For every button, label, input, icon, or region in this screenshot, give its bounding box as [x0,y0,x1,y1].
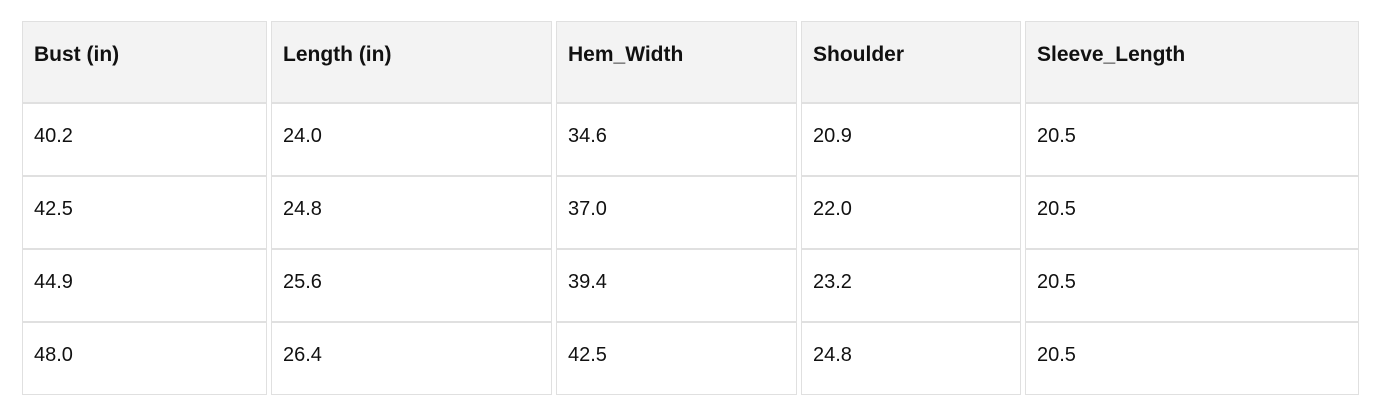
table-row: 40.2 24.0 34.6 20.9 20.5 [22,103,1359,176]
table-cell: 42.5 [22,176,267,249]
table-cell: 20.5 [1025,176,1359,249]
table-cell: 39.4 [556,249,797,322]
table-cell: 22.0 [801,176,1021,249]
table-row: 44.9 25.6 39.4 23.2 20.5 [22,249,1359,322]
table-cell: 44.9 [22,249,267,322]
table-row: 42.5 24.8 37.0 22.0 20.5 [22,176,1359,249]
table-cell: 26.4 [271,322,552,395]
header-row: Bust (in) Length (in) Hem_Width Shoulder… [22,21,1359,103]
table-cell: 24.0 [271,103,552,176]
table-cell: 40.2 [22,103,267,176]
column-header-shoulder: Shoulder [801,21,1021,103]
measurement-table: Bust (in) Length (in) Hem_Width Shoulder… [18,21,1363,395]
table-cell: 23.2 [801,249,1021,322]
column-header-bust: Bust (in) [22,21,267,103]
table-cell: 20.5 [1025,322,1359,395]
table-cell: 25.6 [271,249,552,322]
column-header-length: Length (in) [271,21,552,103]
table-row: 48.0 26.4 42.5 24.8 20.5 [22,322,1359,395]
table-cell: 24.8 [801,322,1021,395]
table-cell: 20.9 [801,103,1021,176]
table-cell: 34.6 [556,103,797,176]
table-cell: 48.0 [22,322,267,395]
table-cell: 20.5 [1025,249,1359,322]
table-cell: 20.5 [1025,103,1359,176]
column-header-hem-width: Hem_Width [556,21,797,103]
table-cell: 24.8 [271,176,552,249]
table-cell: 42.5 [556,322,797,395]
column-header-sleeve-length: Sleeve_Length [1025,21,1359,103]
table-cell: 37.0 [556,176,797,249]
